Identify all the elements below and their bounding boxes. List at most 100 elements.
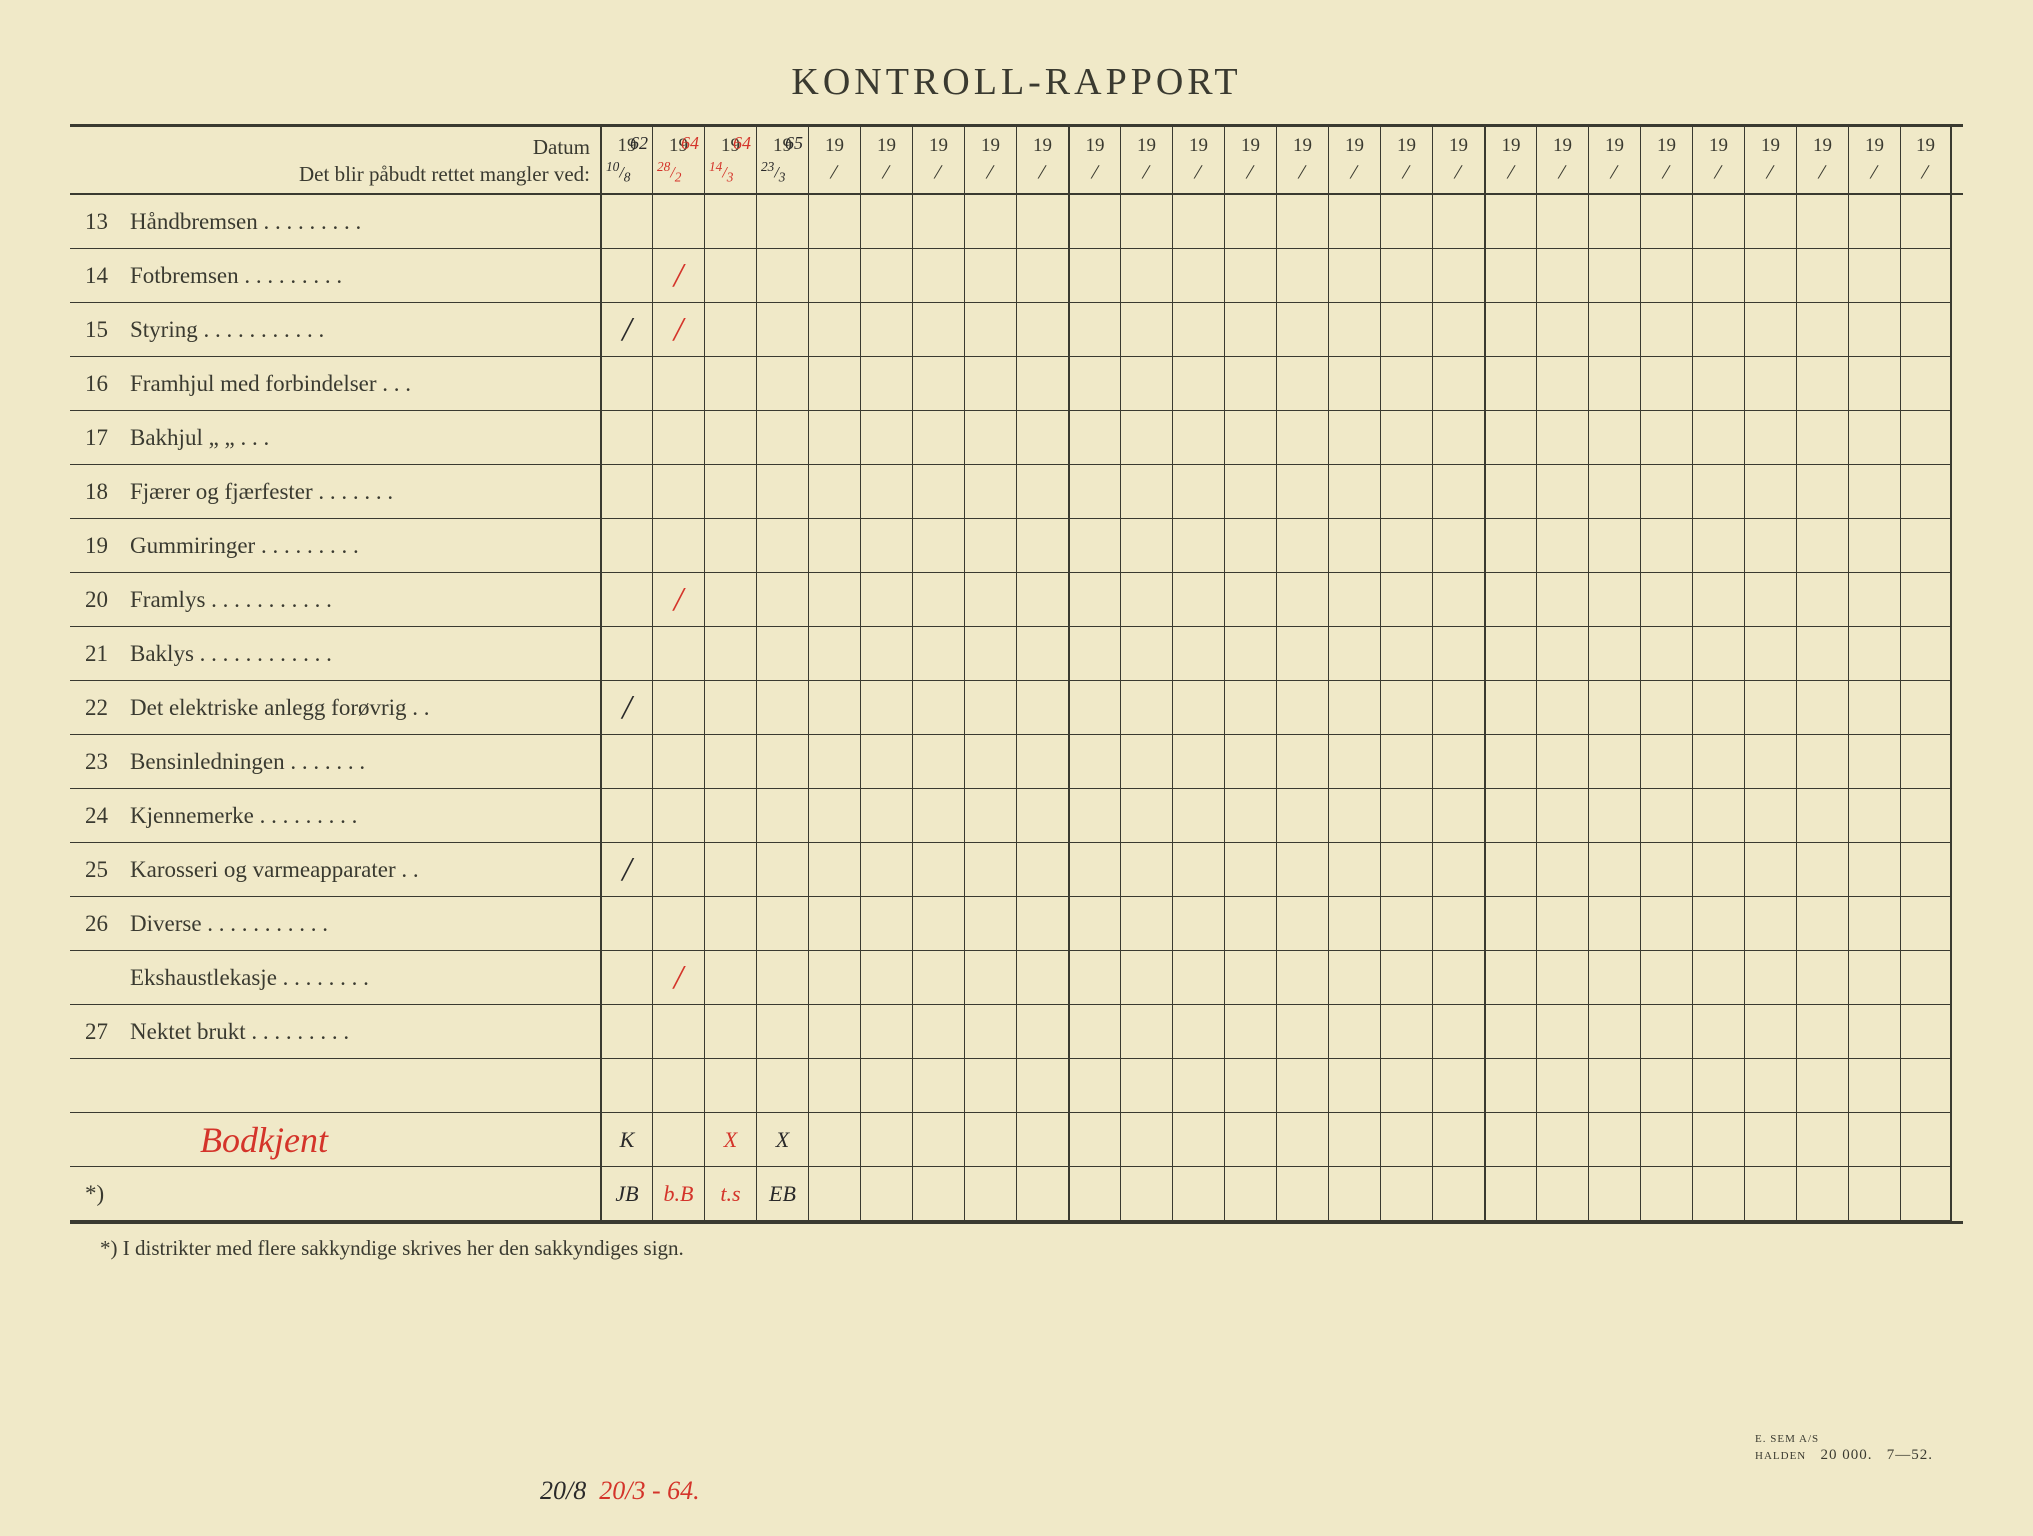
grid-cell bbox=[1381, 951, 1432, 1005]
footnote-text: *) I distrikter med flere sakkyndige skr… bbox=[70, 1224, 1963, 1261]
grid-cell bbox=[1797, 1113, 1848, 1167]
grid-cell bbox=[1173, 357, 1224, 411]
grid-cell bbox=[913, 465, 964, 519]
grid-cell bbox=[965, 627, 1016, 681]
cell-mark: / bbox=[674, 961, 683, 995]
grid-cell bbox=[1641, 1167, 1692, 1221]
grid-cell bbox=[1121, 843, 1172, 897]
grid-cell bbox=[1121, 1167, 1172, 1221]
grid-cell bbox=[602, 411, 652, 465]
grid-cell bbox=[1849, 627, 1900, 681]
grid-cell bbox=[1225, 735, 1276, 789]
date-slash: / bbox=[1141, 159, 1152, 186]
grid-cell: EB bbox=[757, 1167, 808, 1221]
grid-cell bbox=[1901, 681, 1950, 735]
grid-cell bbox=[1121, 195, 1172, 249]
page-title: KONTROLL-RAPPORT bbox=[70, 60, 1963, 104]
year-suffix: 65 bbox=[785, 133, 803, 154]
year-prefix: 19 bbox=[861, 127, 912, 159]
grid-cell bbox=[757, 681, 808, 735]
grid-cell bbox=[965, 789, 1016, 843]
cell-mark: X bbox=[724, 1127, 737, 1153]
grid-cell bbox=[1173, 843, 1224, 897]
grid-cell bbox=[1486, 249, 1536, 303]
grid-cell bbox=[1121, 951, 1172, 1005]
date-column: 196523/3 bbox=[756, 127, 808, 193]
grid-cell bbox=[653, 519, 704, 573]
grid-cell bbox=[965, 195, 1016, 249]
grid-cell bbox=[1745, 573, 1796, 627]
grid-cell bbox=[1849, 843, 1900, 897]
grid-cell bbox=[1433, 627, 1484, 681]
grid-cell bbox=[965, 303, 1016, 357]
row-number: 27 bbox=[85, 1019, 130, 1045]
grid-cell bbox=[653, 627, 704, 681]
date-column: 19/ bbox=[1276, 127, 1328, 193]
grid-cell bbox=[1017, 897, 1068, 951]
row-number: 14 bbox=[85, 263, 130, 289]
grid-cell bbox=[913, 1113, 964, 1167]
grid-cell bbox=[1381, 303, 1432, 357]
grid-cell bbox=[602, 195, 652, 249]
cell-mark: / bbox=[622, 313, 631, 347]
grid-cell bbox=[1745, 411, 1796, 465]
year-prefix: 19 bbox=[1693, 127, 1744, 159]
grid-cell: b.B bbox=[653, 1167, 704, 1221]
grid-cell bbox=[602, 573, 652, 627]
grid-cell bbox=[1277, 573, 1328, 627]
grid-cell bbox=[1693, 465, 1744, 519]
grid-cell bbox=[1797, 1059, 1848, 1113]
grid-cell bbox=[1589, 303, 1640, 357]
grid-cell bbox=[1277, 627, 1328, 681]
row-number: 19 bbox=[85, 533, 130, 559]
grid-cell bbox=[965, 1005, 1016, 1059]
grid-cell bbox=[653, 789, 704, 843]
grid-cell bbox=[1173, 1005, 1224, 1059]
grid-cell bbox=[1745, 681, 1796, 735]
grid-cell bbox=[1329, 789, 1380, 843]
grid-cell bbox=[602, 249, 652, 303]
row-number: 22 bbox=[85, 695, 130, 721]
grid-cell bbox=[913, 249, 964, 303]
grid-cell bbox=[1745, 357, 1796, 411]
grid-cell bbox=[1486, 303, 1536, 357]
grid-cell bbox=[1070, 573, 1120, 627]
row-text: Bensinledningen . . . . . . . bbox=[130, 749, 600, 775]
grid-cell bbox=[1589, 735, 1640, 789]
row-text: Fotbremsen . . . . . . . . . bbox=[130, 263, 600, 289]
date-sub: / bbox=[1329, 159, 1380, 189]
grid-cell bbox=[1797, 249, 1848, 303]
grid-cell bbox=[653, 681, 704, 735]
grid-column bbox=[912, 195, 964, 1221]
grid-cell bbox=[1121, 681, 1172, 735]
printer-code: 7—52. bbox=[1887, 1447, 1933, 1463]
cell-mark: / bbox=[674, 313, 683, 347]
header-label-column: Datum Det blir påbudt rettet mangler ved… bbox=[70, 127, 600, 193]
grid-column bbox=[1276, 195, 1328, 1221]
grid-cell bbox=[1641, 735, 1692, 789]
grid-cell bbox=[1433, 573, 1484, 627]
date-slash: / bbox=[1661, 159, 1672, 186]
date-slash: / bbox=[829, 159, 840, 186]
grid-cell bbox=[913, 357, 964, 411]
grid-cell bbox=[1173, 627, 1224, 681]
date-sub: / bbox=[1070, 159, 1120, 189]
date-column: 196414/3 bbox=[704, 127, 756, 193]
grid-cell bbox=[1486, 789, 1536, 843]
row-text: Kjennemerke . . . . . . . . . bbox=[130, 803, 600, 829]
grid-cell bbox=[1486, 951, 1536, 1005]
grid-cell bbox=[1225, 519, 1276, 573]
grid-cell bbox=[602, 897, 652, 951]
row-text: Bakhjul „ „ . . . bbox=[130, 425, 600, 451]
grid-cell bbox=[913, 1005, 964, 1059]
row-number: 23 bbox=[85, 749, 130, 775]
date-column: 19/ bbox=[1536, 127, 1588, 193]
date-slash: / bbox=[1089, 159, 1100, 186]
grid-column bbox=[1432, 195, 1484, 1221]
grid-cell bbox=[1070, 1167, 1120, 1221]
grid-cell bbox=[913, 573, 964, 627]
grid-cell: / bbox=[602, 303, 652, 357]
grid-column bbox=[1328, 195, 1380, 1221]
grid-cell bbox=[1277, 519, 1328, 573]
row-label: 24Kjennemerke . . . . . . . . . bbox=[70, 789, 600, 843]
